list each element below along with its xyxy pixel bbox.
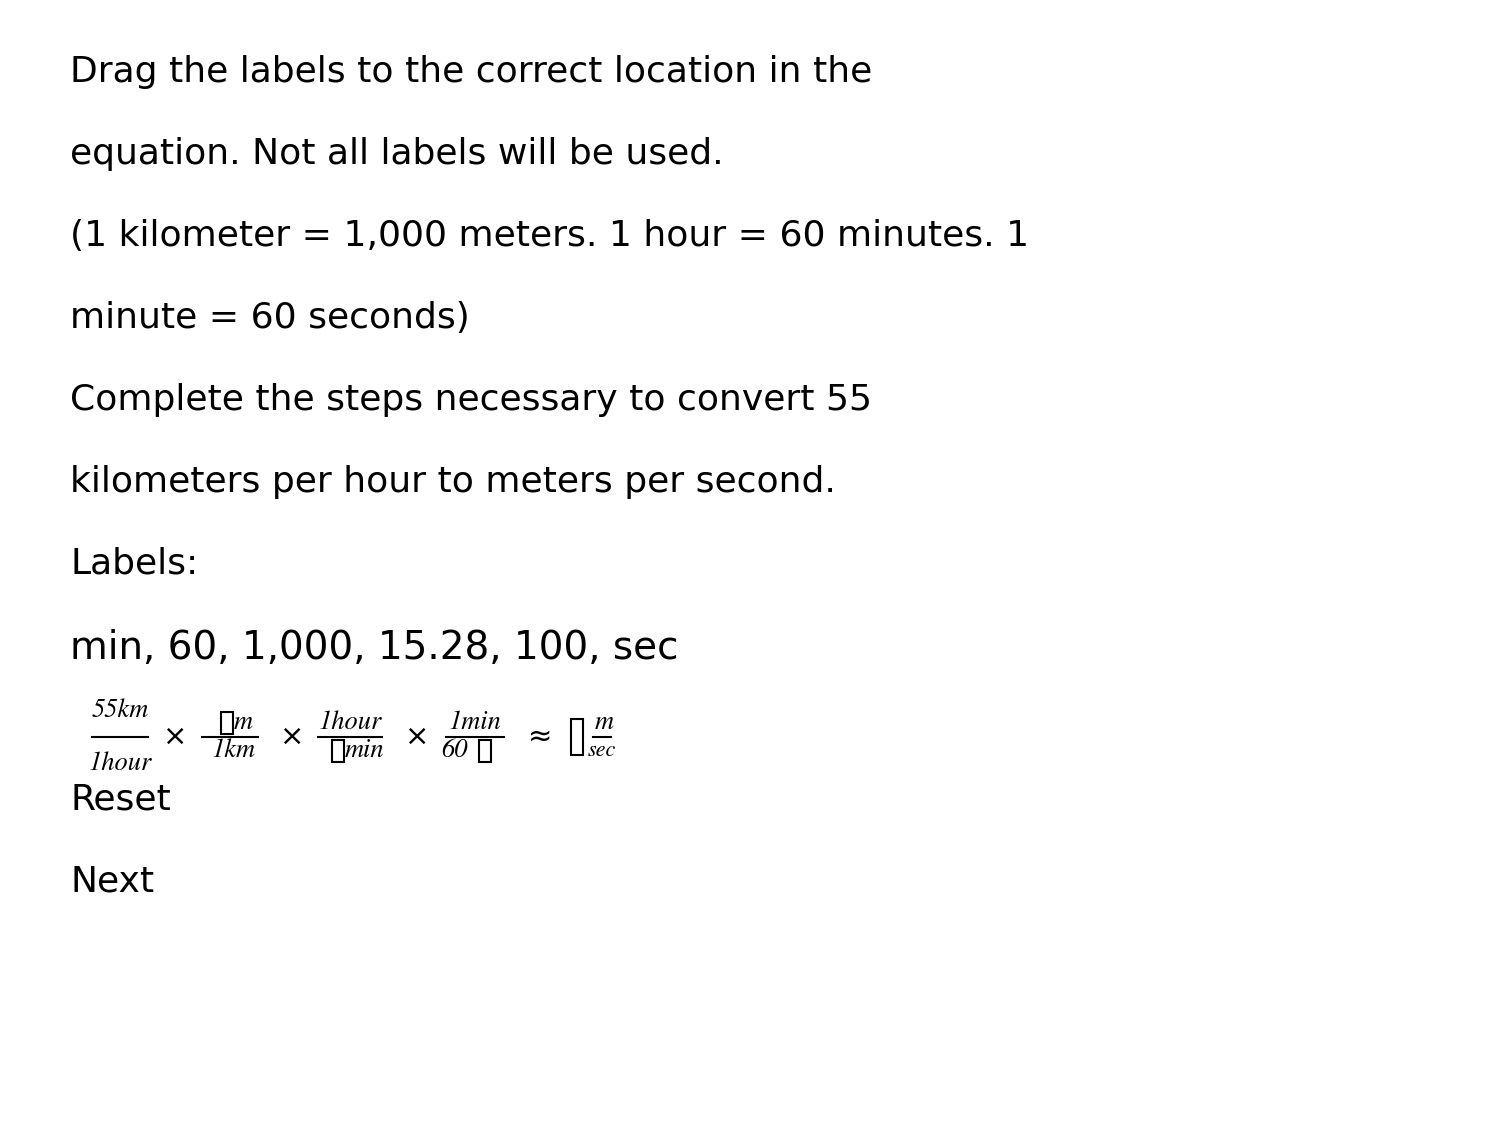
- Text: sec: sec: [588, 741, 616, 762]
- Text: ×: ×: [405, 723, 429, 751]
- Text: Next: Next: [70, 865, 154, 899]
- Text: m: m: [234, 710, 254, 735]
- Text: Labels:: Labels:: [70, 547, 198, 581]
- Text: m: m: [596, 710, 613, 735]
- Text: 60: 60: [441, 739, 468, 764]
- Text: ≈: ≈: [528, 723, 552, 751]
- Text: 1hour: 1hour: [88, 751, 152, 775]
- Bar: [478, 740, 490, 762]
- Text: ×: ×: [164, 723, 188, 751]
- Bar: [572, 719, 584, 755]
- Bar: [332, 740, 344, 762]
- Text: 55km: 55km: [92, 699, 148, 723]
- Text: min: min: [345, 739, 384, 764]
- Text: min, 60, 1,000, 15.28, 100, sec: min, 60, 1,000, 15.28, 100, sec: [70, 629, 678, 667]
- Text: (1 kilometer = 1,000 meters. 1 hour = 60 minutes. 1: (1 kilometer = 1,000 meters. 1 hour = 60…: [70, 219, 1029, 253]
- Text: Complete the steps necessary to convert 55: Complete the steps necessary to convert …: [70, 383, 871, 417]
- Bar: [220, 712, 232, 734]
- Text: equation. Not all labels will be used.: equation. Not all labels will be used.: [70, 137, 723, 171]
- Text: Drag the labels to the correct location in the: Drag the labels to the correct location …: [70, 55, 873, 89]
- Text: minute = 60 seconds): minute = 60 seconds): [70, 301, 470, 335]
- Text: 1km: 1km: [211, 739, 256, 764]
- Text: kilometers per hour to meters per second.: kilometers per hour to meters per second…: [70, 465, 836, 499]
- Text: 1hour: 1hour: [318, 710, 381, 735]
- Text: ×: ×: [280, 723, 304, 751]
- Text: 1min: 1min: [448, 710, 501, 735]
- Text: Reset: Reset: [70, 783, 171, 817]
